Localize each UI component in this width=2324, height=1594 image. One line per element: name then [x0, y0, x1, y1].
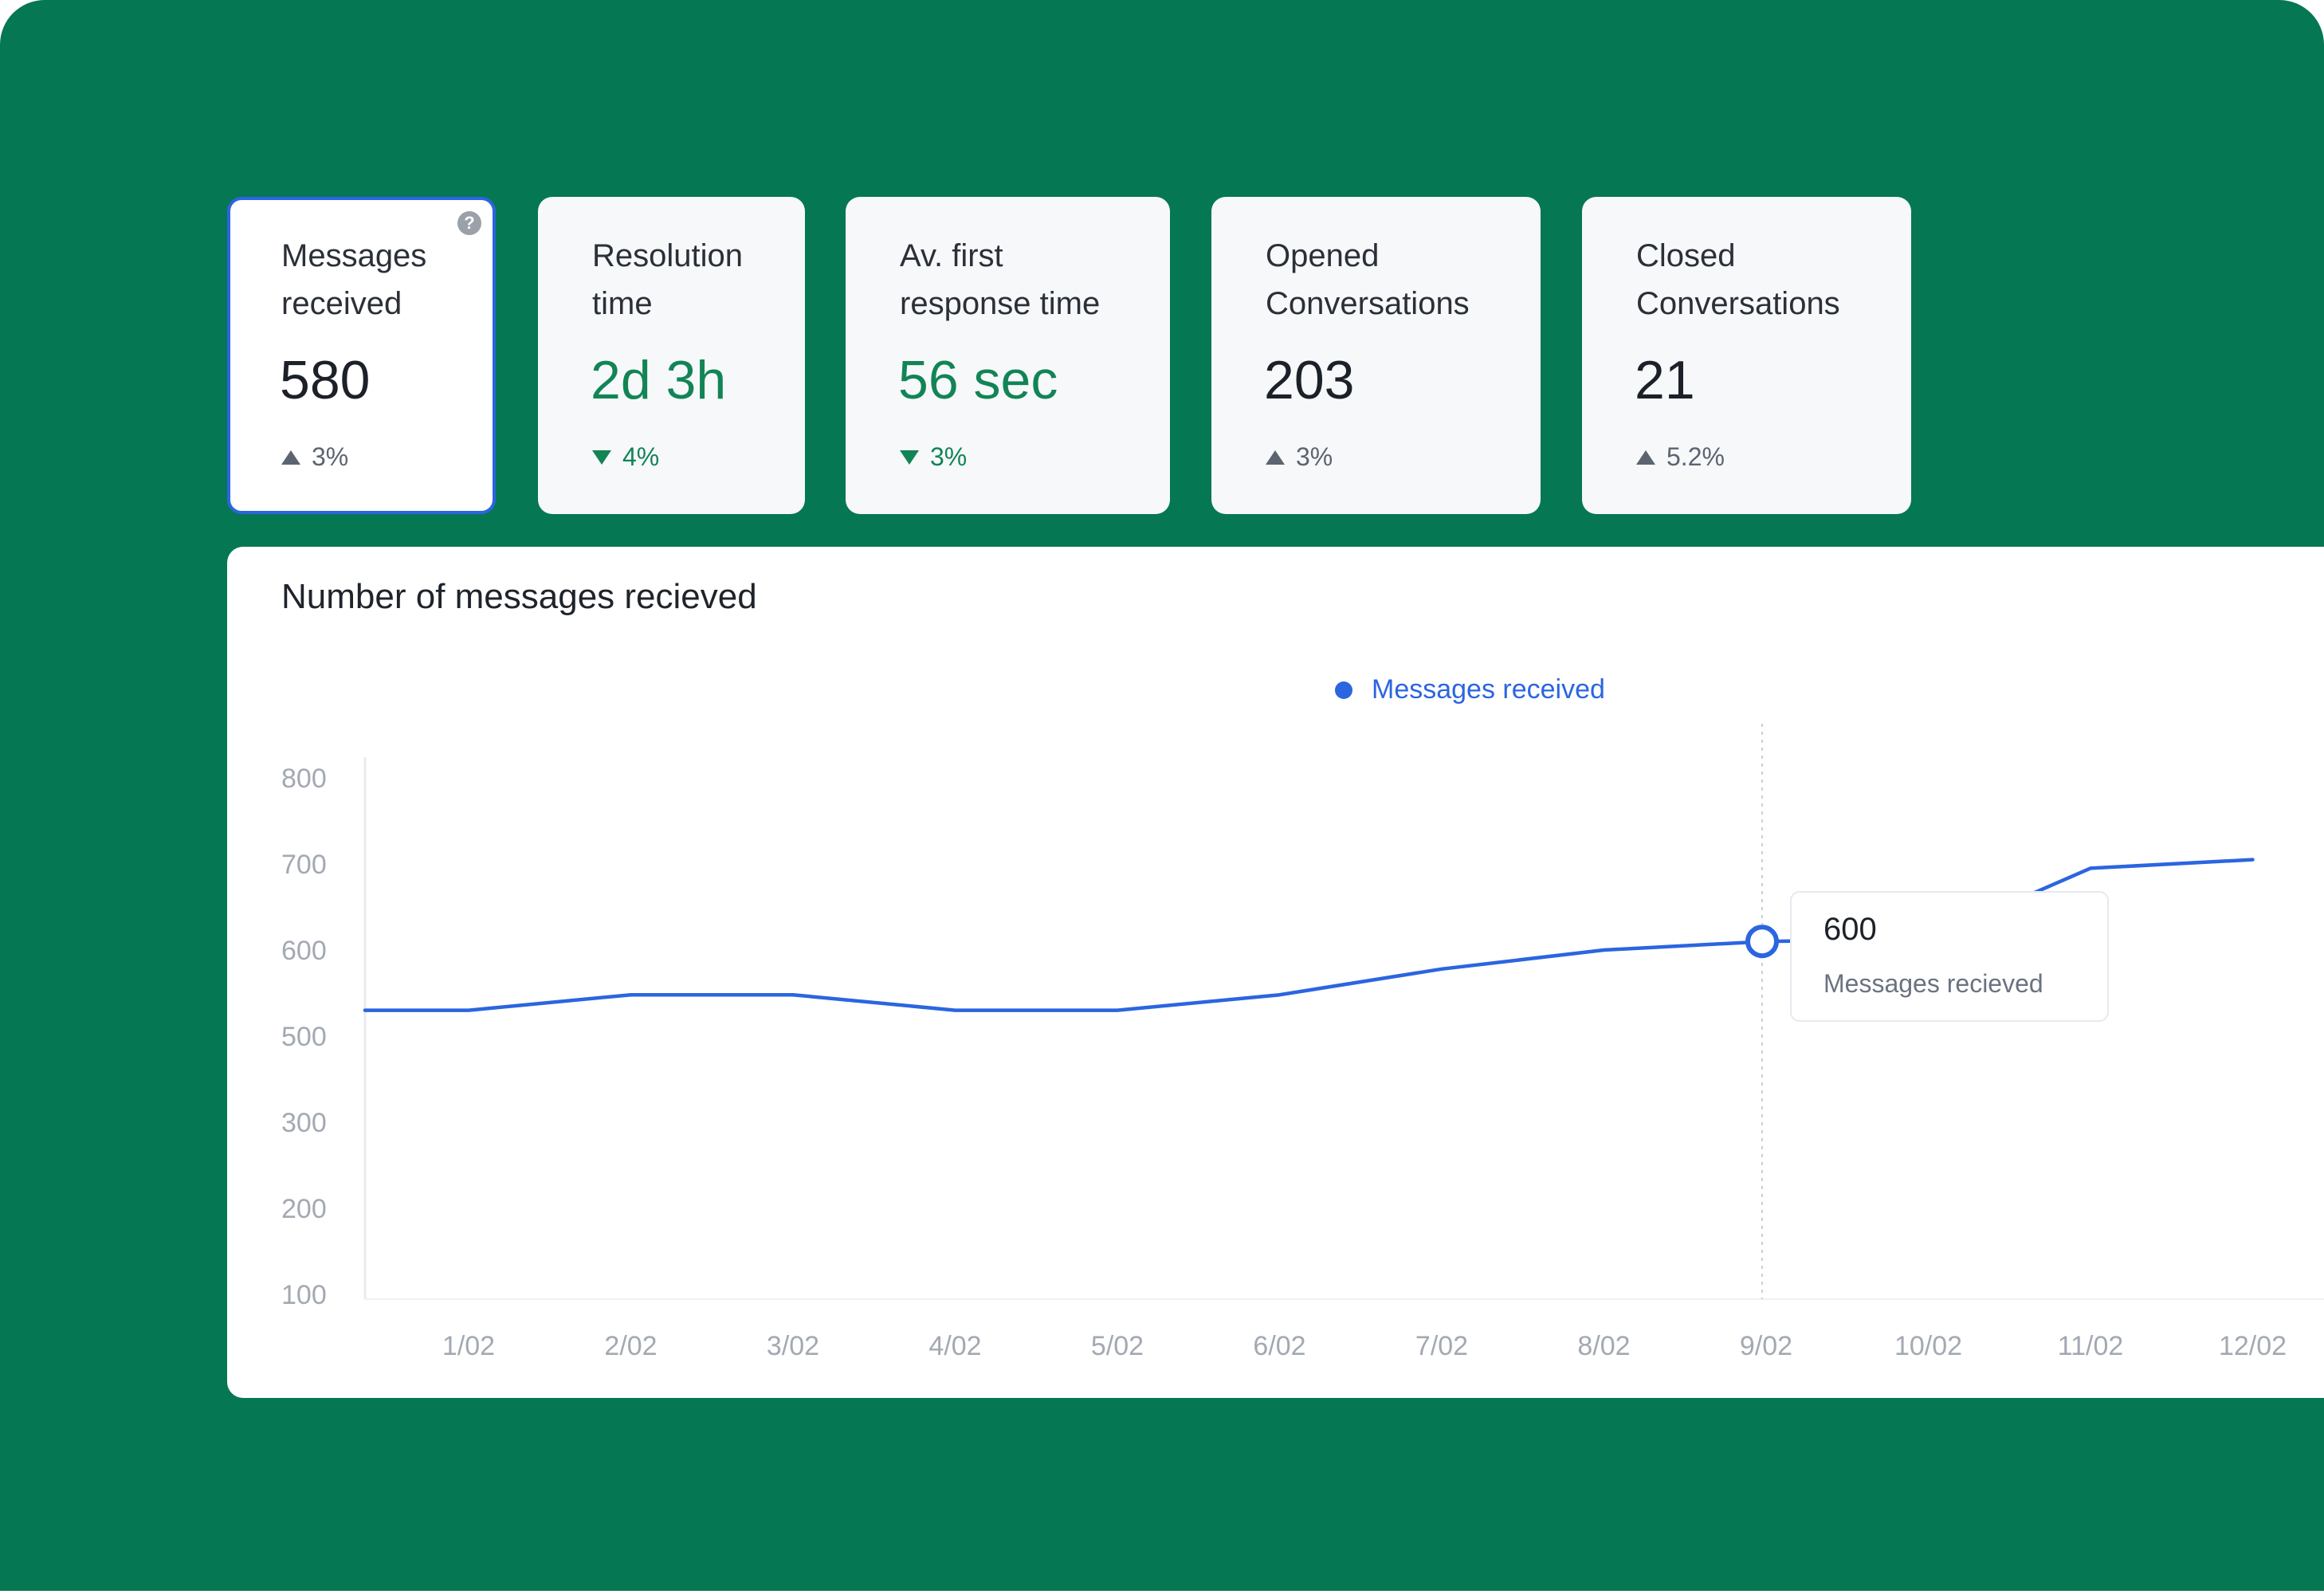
kpi-card-first-response-time[interactable]: Av. first response time 56 sec 3%: [846, 197, 1170, 514]
kpi-change-value: 3%: [930, 442, 968, 471]
kpi-card-messages-received[interactable]: Messages received ? 580 3%: [227, 197, 496, 514]
chart-tooltip: 600 Messages recieved: [1790, 891, 2109, 1022]
kpi-card-opened-conversations[interactable]: Opened Conversations 203 3%: [1211, 197, 1541, 514]
kpi-card-closed-conversations[interactable]: Closed Conversations 21 5.2%: [1582, 197, 1911, 514]
kpi-change-value: 5.2%: [1666, 442, 1725, 471]
x-tick-label: 6/02: [1253, 1331, 1305, 1361]
chart-legend[interactable]: Messages received: [1335, 674, 1605, 705]
y-tick-label: 100: [281, 1280, 327, 1310]
kpi-card-resolution-time[interactable]: Resolution time 2d 3h 4%: [538, 197, 805, 514]
tooltip-value: 600: [1823, 912, 1877, 947]
y-tick-label: 800: [281, 764, 327, 794]
kpi-value: 2d 3h: [591, 350, 727, 410]
kpi-change-value: 3%: [312, 442, 349, 471]
x-tick-label: 7/02: [1415, 1331, 1468, 1361]
arrow-down-icon: [592, 450, 611, 465]
kpi-label: Closed Conversations: [1636, 238, 1840, 321]
y-tick-label: 200: [281, 1194, 327, 1224]
y-tick-label: 700: [281, 850, 327, 880]
kpi-value: 203: [1264, 350, 1355, 410]
arrow-up-icon: [281, 450, 300, 465]
y-tick-label: 300: [281, 1108, 327, 1138]
x-tick-label: 12/02: [2219, 1331, 2287, 1361]
x-tick-label: 9/02: [1740, 1331, 1792, 1361]
arrow-down-icon: [900, 450, 919, 465]
kpi-change: 5.2%: [1636, 442, 1725, 472]
x-tick-label: 10/02: [1894, 1331, 1962, 1361]
kpi-label: Av. first response time: [900, 238, 1101, 321]
kpi-label: Resolution time: [592, 238, 744, 321]
x-tick-label: 4/02: [928, 1331, 981, 1361]
legend-dot-icon: [1335, 681, 1352, 699]
kpi-change: 3%: [1266, 442, 1333, 472]
x-tick-label: 1/02: [442, 1331, 495, 1361]
arrow-up-icon: [1636, 450, 1655, 465]
kpi-change: 4%: [592, 442, 659, 472]
arrow-up-icon: [1266, 450, 1285, 465]
chart-card: Number of messages recieved Messages rec…: [227, 547, 2324, 1398]
kpi-label: Messages received: [281, 238, 427, 321]
kpi-value: 21: [1635, 350, 1695, 410]
kpi-label: Opened Conversations: [1266, 238, 1470, 321]
legend-label: Messages received: [1372, 674, 1605, 705]
kpi-change-value: 3%: [1296, 442, 1333, 471]
x-tick-label: 8/02: [1577, 1331, 1630, 1361]
question-circle-icon[interactable]: ?: [457, 211, 481, 235]
kpi-value: 580: [280, 350, 371, 410]
x-tick-label: 11/02: [2058, 1331, 2124, 1361]
highlight-point-marker: [1745, 925, 1779, 959]
y-tick-label: 500: [281, 1022, 327, 1052]
line-chart[interactable]: 800 700 600 500 300 200 100 1/02 2/02 3/02 4/02 5/0…: [227, 547, 2324, 1398]
kpi-change: 3%: [281, 442, 348, 472]
x-tick-label: 3/02: [767, 1331, 819, 1361]
y-tick-label: 600: [281, 936, 327, 966]
x-tick-label: 2/02: [604, 1331, 657, 1361]
tooltip-label: Messages recieved: [1823, 969, 2043, 998]
chart-title: Number of messages recieved: [281, 577, 757, 616]
kpi-change: 3%: [900, 442, 967, 472]
kpi-value: 56 sec: [898, 350, 1058, 410]
kpi-change-value: 4%: [622, 442, 660, 471]
x-tick-label: 5/02: [1091, 1331, 1144, 1361]
